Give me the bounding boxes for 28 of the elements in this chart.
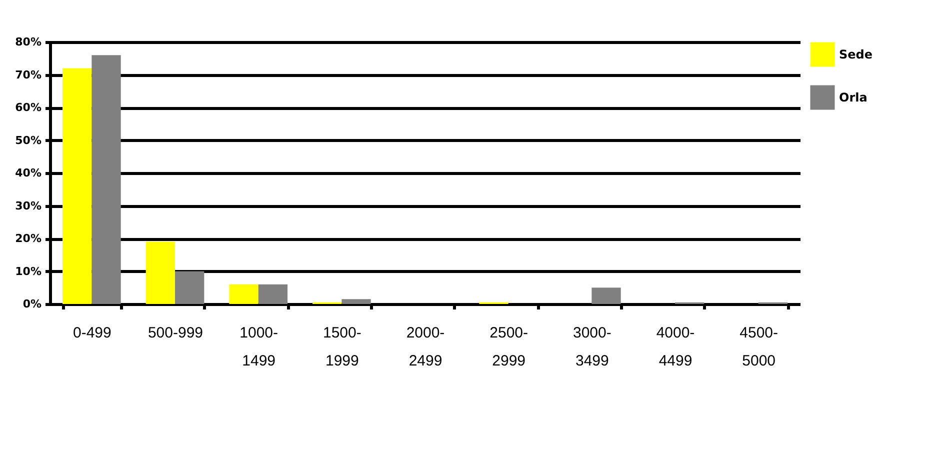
bar (175, 271, 204, 304)
y-tick-label: 70% (15, 68, 42, 82)
x-tick-label: 0-499 (72, 324, 112, 342)
bar (592, 288, 621, 304)
y-tick-label: 60% (15, 101, 42, 114)
y-tick-label: 50% (15, 134, 42, 147)
x-tick-label: 2500-2999 (490, 324, 528, 370)
y-tick-label: 0% (22, 298, 42, 310)
y-tick-label: 20% (15, 232, 42, 245)
legend-label: Orla (839, 90, 868, 104)
bar (146, 242, 175, 304)
y-tick-label: 10% (15, 264, 42, 278)
x-tick-label: 500-999 (148, 324, 204, 342)
x-tick-label: 4000-4499 (656, 324, 695, 370)
x-tick-label: 4500-5000 (740, 324, 778, 370)
x-tick-label: 1500-1999 (322, 324, 362, 370)
bar (92, 55, 121, 304)
x-tick-label: 2000-2499 (406, 324, 445, 370)
legend-label: Sede (839, 48, 873, 62)
bar (342, 299, 371, 304)
y-tick-label: 80% (15, 36, 42, 48)
bar (62, 68, 92, 304)
x-tick-label: 1000-1499 (240, 324, 278, 370)
y-tick-label: 40% (15, 166, 42, 180)
x-tick-label: 3000-3499 (572, 324, 612, 370)
bar (258, 284, 288, 304)
y-tick-label: 30% (15, 199, 42, 212)
bar (229, 284, 258, 304)
